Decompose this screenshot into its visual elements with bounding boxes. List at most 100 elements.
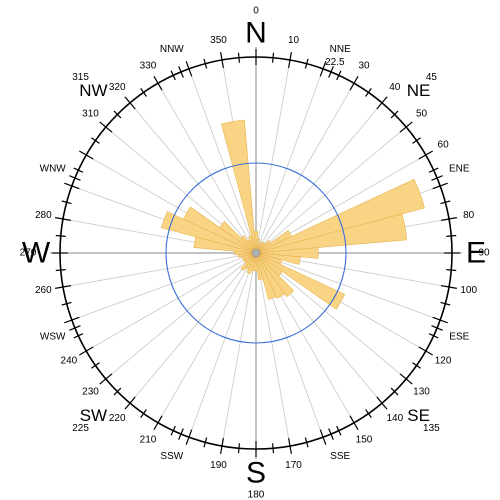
degree-label-315: 315: [72, 72, 89, 83]
grid-line-130: [255, 252, 407, 380]
tick-202-5: [178, 428, 184, 440]
tick-220: [124, 396, 136, 410]
tick-5: [272, 52, 275, 63]
tick-295: [73, 167, 84, 173]
cardinal-label-e: E: [466, 237, 486, 270]
tick-100: [440, 285, 458, 289]
tick-170: [288, 437, 292, 455]
tick-65: [428, 167, 439, 173]
tick-260: [54, 285, 72, 289]
tick-300: [79, 150, 94, 160]
compass-axis: [52, 49, 460, 457]
degree-label-135: 135: [423, 423, 440, 434]
intercardinal-label-sw: SW: [80, 406, 107, 425]
tick-15: [304, 58, 309, 69]
cardinal-label-s: S: [246, 457, 266, 490]
sector-160: [255, 252, 277, 300]
degree-label-120: 120: [435, 356, 452, 367]
tick-235: [91, 362, 100, 369]
sector-220: [240, 252, 257, 271]
grid-line-220: [129, 252, 257, 404]
grid-line-210: [157, 252, 257, 423]
grid-line-50: [255, 126, 407, 254]
tick-110: [432, 316, 448, 324]
sector-150: [255, 252, 286, 299]
tick-185: [237, 443, 240, 454]
grid-line-250: [71, 252, 257, 321]
degree-label-210: 210: [140, 435, 157, 446]
grid-line-230: [105, 252, 257, 380]
tick-70: [432, 182, 448, 190]
grid-line-190: [221, 252, 257, 447]
tick-22-5: [328, 66, 334, 78]
tick-195: [203, 437, 208, 448]
degree-label-270: 270: [20, 248, 37, 259]
sector-120: [255, 252, 346, 310]
minor-label-wnw: WNW: [40, 163, 67, 174]
tick-155: [336, 425, 342, 436]
sector-140: [255, 252, 295, 298]
tick-325: [140, 88, 147, 97]
tick-85: [446, 234, 457, 237]
sector-310: [219, 221, 257, 254]
grid-line-330: [157, 83, 257, 254]
tick-245: [73, 333, 84, 339]
tick-55: [412, 137, 421, 144]
tick-280: [54, 217, 72, 221]
minor-label-ssw: SSW: [160, 451, 183, 462]
tick-165: [304, 437, 309, 448]
tick-265: [55, 269, 66, 272]
degree-label-150: 150: [356, 435, 373, 446]
degree-label-10: 10: [288, 35, 300, 46]
tick-350: [220, 51, 224, 69]
degree-label-350: 350: [210, 35, 227, 46]
tick-275: [55, 234, 66, 237]
degree-label-170: 170: [285, 460, 302, 471]
tick-130: [399, 373, 413, 385]
sector-170: [255, 252, 264, 280]
tick-215: [140, 409, 147, 418]
degree-label-30: 30: [358, 60, 370, 71]
degree-label-220: 220: [109, 413, 126, 424]
degree-label-130: 130: [413, 386, 430, 397]
degree-label-260: 260: [35, 285, 52, 296]
sector-90: [255, 247, 319, 259]
tick-160: [319, 429, 327, 445]
grid-line-340: [188, 68, 257, 254]
grid-line-110: [255, 252, 441, 321]
tick-330: [153, 76, 163, 91]
minor-label-ese: ESE: [449, 332, 469, 343]
tick-10: [288, 51, 292, 69]
grid-line-200: [188, 252, 257, 438]
tick-150: [349, 415, 359, 430]
tick-320: [124, 96, 136, 110]
tick-135: [390, 387, 399, 396]
sector-70: [255, 178, 425, 254]
tick-345: [203, 58, 208, 69]
tick-50: [399, 121, 413, 133]
sector-320: [240, 235, 257, 254]
degree-label-180: 180: [248, 490, 265, 500]
center-marker: [251, 248, 261, 258]
tick-95: [446, 269, 457, 272]
grid-line-20: [255, 68, 324, 254]
intercardinal-label-nw: NW: [79, 81, 107, 100]
degree-label-60: 60: [438, 140, 450, 151]
grid-line-170: [255, 252, 291, 447]
tick-285: [61, 200, 72, 205]
degree-label-50: 50: [416, 109, 428, 120]
tick-60: [418, 150, 433, 160]
tick-335: [170, 70, 176, 81]
degree-label-40: 40: [389, 82, 401, 93]
tick-210: [153, 415, 163, 430]
tick-240: [79, 346, 94, 356]
tick-250: [64, 316, 80, 324]
tick-75: [440, 200, 451, 205]
grid-line-40: [255, 102, 383, 254]
tick-175: [272, 443, 275, 454]
degree-label-225: 225: [72, 423, 89, 434]
tick-230: [99, 373, 113, 385]
minor-label-wsw: WSW: [40, 332, 66, 343]
tick-25: [336, 70, 342, 81]
degree-label-330: 330: [140, 60, 157, 71]
